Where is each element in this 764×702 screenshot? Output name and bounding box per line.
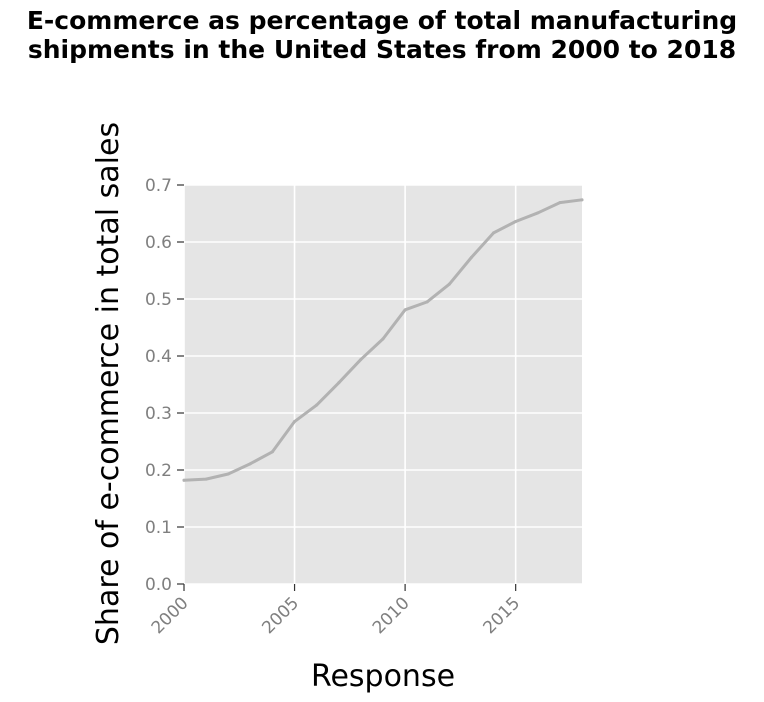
y-tick-label: 0.0 (145, 575, 172, 595)
data-point (182, 478, 186, 482)
data-point (580, 198, 584, 202)
x-tick-label: 2015 (479, 593, 524, 638)
y-tick-label: 0.2 (145, 461, 172, 481)
plot-panel (184, 185, 582, 584)
data-point (226, 472, 230, 476)
y-tick-label: 0.6 (145, 233, 172, 253)
data-point (447, 282, 451, 286)
chart-title: E-commerce as percentage of total manufa… (26, 6, 738, 64)
data-point (536, 211, 540, 215)
data-point (315, 403, 319, 407)
y-axis-title: Share of e-commerce in total sales (91, 122, 126, 645)
data-point (337, 381, 341, 385)
y-tick-label: 0.3 (145, 404, 172, 424)
x-tick-label: 2010 (369, 593, 414, 638)
x-tick-label: 2005 (258, 593, 303, 638)
x-axis-title: Response (311, 659, 455, 694)
data-point (204, 477, 208, 481)
data-point (469, 255, 473, 259)
data-point (293, 420, 297, 424)
grid-lines (183, 184, 582, 585)
y-tick-label: 0.5 (145, 290, 172, 310)
data-point (270, 450, 274, 454)
y-tick-label: 0.4 (145, 347, 172, 367)
data-point (248, 462, 252, 466)
data-point (425, 300, 429, 304)
series-layer (182, 198, 584, 482)
data-point (558, 201, 562, 205)
y-tick-label: 0.7 (145, 176, 172, 196)
y-tick-label: 0.1 (145, 518, 172, 538)
data-point (492, 231, 496, 235)
data-point (514, 219, 518, 223)
x-tick-label: 2000 (148, 593, 193, 638)
data-point (359, 357, 363, 361)
data-point (403, 308, 407, 312)
data-point (381, 337, 385, 341)
